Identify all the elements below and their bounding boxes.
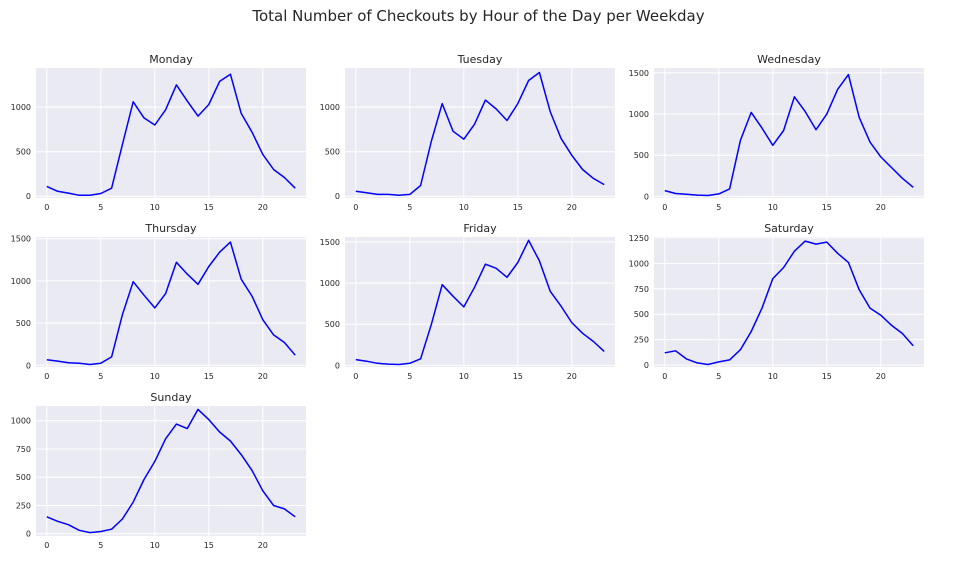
plot-area — [654, 237, 924, 367]
plot-area — [345, 237, 615, 367]
panel-title: Sunday — [150, 391, 192, 404]
panel-title: Tuesday — [457, 53, 503, 66]
x-tick-label: 15 — [204, 541, 214, 550]
y-tick-label: 250 — [16, 501, 31, 510]
panel-wednesday: 0 5 10 15 20 0 500 1000 1500 Wednesday — [629, 53, 924, 212]
plot-area — [654, 68, 924, 198]
plot-area — [36, 68, 306, 198]
series-line-friday — [355, 239, 605, 366]
y-tick-label: 1000 — [629, 110, 649, 119]
panel-title: Wednesday — [757, 53, 821, 66]
y-tick-label: 500 — [16, 473, 31, 482]
y-tick-label: 1250 — [629, 234, 649, 243]
y-tick-label: 250 — [634, 336, 649, 345]
x-tick-label: 15 — [513, 372, 523, 381]
panel-title: Thursday — [144, 222, 197, 235]
figure-title: Total Number of Checkouts by Hour of the… — [252, 7, 705, 25]
y-tick-label: 750 — [16, 445, 31, 454]
x-tick-label: 0 — [353, 372, 358, 381]
y-tick-label: 0 — [26, 530, 31, 539]
y-tick-label: 500 — [634, 310, 649, 319]
y-tick-label: 1500 — [629, 69, 649, 78]
x-tick-label: 10 — [150, 541, 160, 550]
y-tick-label: 500 — [325, 148, 340, 157]
x-tick-label: 0 — [44, 203, 49, 212]
x-tick-label: 5 — [98, 203, 103, 212]
series-line-sunday — [46, 408, 296, 534]
y-tick-label: 1000 — [11, 277, 31, 286]
x-tick-label: 10 — [459, 203, 469, 212]
x-tick-label: 5 — [407, 203, 412, 212]
y-tick-label: 500 — [16, 148, 31, 157]
x-tick-label: 20 — [876, 203, 886, 212]
x-tick-label: 20 — [567, 203, 577, 212]
panel-title: Monday — [149, 53, 193, 66]
plot-area — [345, 68, 615, 198]
x-tick-label: 5 — [407, 372, 412, 381]
y-tick-label: 0 — [644, 192, 649, 201]
x-tick-label: 0 — [353, 203, 358, 212]
y-tick-label: 750 — [634, 285, 649, 294]
x-tick-label: 5 — [716, 203, 721, 212]
y-tick-label: 1000 — [320, 103, 340, 112]
y-tick-label: 0 — [335, 361, 340, 370]
panel-friday: 0 5 10 15 20 0 500 1000 1500 Friday — [320, 222, 615, 381]
panel-saturday: 0 5 10 15 20 0 250 500 750 1000 1250 Saturday — [629, 222, 924, 381]
x-tick-label: 15 — [204, 203, 214, 212]
x-tick-label: 0 — [44, 541, 49, 550]
x-tick-label: 15 — [822, 372, 832, 381]
x-tick-label: 20 — [567, 372, 577, 381]
y-tick-label: 0 — [26, 192, 31, 201]
plot-area — [36, 237, 306, 367]
series-line-saturday — [664, 240, 914, 366]
y-tick-label: 500 — [325, 320, 340, 329]
panel-monday: 0 5 10 15 20 0 500 1000 Monday — [11, 53, 306, 212]
y-tick-label: 1000 — [11, 103, 31, 112]
x-tick-label: 15 — [822, 203, 832, 212]
series-line-wednesday — [664, 73, 914, 197]
panel-sunday: 0 5 10 15 20 0 250 500 750 1000 Sunday — [11, 391, 306, 550]
x-tick-label: 0 — [662, 203, 667, 212]
x-tick-label: 20 — [258, 372, 268, 381]
y-tick-label: 1000 — [629, 259, 649, 268]
x-tick-label: 15 — [204, 372, 214, 381]
x-tick-label: 10 — [459, 372, 469, 381]
x-tick-label: 10 — [150, 203, 160, 212]
panel-tuesday: 0 5 10 15 20 0 500 1000 Tuesday — [320, 53, 615, 212]
panel-title: Saturday — [764, 222, 814, 235]
y-tick-label: 0 — [644, 361, 649, 370]
x-tick-label: 10 — [150, 372, 160, 381]
y-tick-label: 500 — [16, 319, 31, 328]
y-tick-label: 0 — [335, 192, 340, 201]
x-tick-label: 0 — [44, 372, 49, 381]
x-tick-label: 5 — [716, 372, 721, 381]
panel-title: Friday — [463, 222, 497, 235]
y-tick-label: 1000 — [11, 417, 31, 426]
y-tick-label: 0 — [26, 361, 31, 370]
x-tick-label: 10 — [768, 372, 778, 381]
x-tick-label: 5 — [98, 372, 103, 381]
x-tick-label: 15 — [513, 203, 523, 212]
plot-area — [36, 406, 306, 536]
x-tick-label: 20 — [258, 541, 268, 550]
x-tick-label: 0 — [662, 372, 667, 381]
x-tick-label: 10 — [768, 203, 778, 212]
y-tick-label: 500 — [634, 151, 649, 160]
series-line-tuesday — [355, 71, 605, 197]
series-line-monday — [46, 73, 296, 197]
x-tick-label: 20 — [876, 372, 886, 381]
series-line-thursday — [46, 241, 296, 366]
y-tick-label: 1000 — [320, 279, 340, 288]
y-tick-label: 1500 — [11, 235, 31, 244]
y-tick-label: 1500 — [320, 238, 340, 247]
x-tick-label: 20 — [258, 203, 268, 212]
panel-thursday: 0 5 10 15 20 0 500 1000 1500 Thursday — [11, 222, 306, 381]
x-tick-label: 5 — [98, 541, 103, 550]
